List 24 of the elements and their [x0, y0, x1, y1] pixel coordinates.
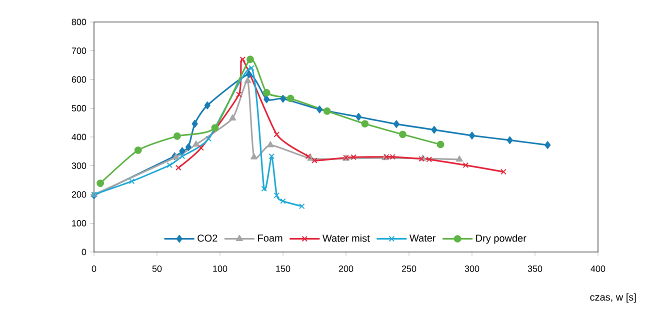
x-tick-label: 150 — [276, 266, 290, 272]
legend-label: Water — [409, 234, 436, 242]
y-tick-label: 800 — [72, 18, 86, 26]
y-tick-label: 100 — [72, 220, 86, 226]
y-tick-label: 600 — [72, 76, 86, 83]
x-tick-label: 200 — [338, 266, 354, 272]
legend-label: CO2 — [198, 234, 218, 242]
y-tick-label: 400 — [72, 134, 86, 140]
y-tick-label: 0 — [82, 248, 86, 256]
x-tick-label: 250 — [402, 266, 416, 272]
y-tick-label: 200 — [72, 191, 86, 198]
y-tick-label: 300 — [72, 162, 86, 169]
x-tick-label: 400 — [590, 266, 606, 272]
x-tick-label: 50 — [152, 266, 162, 272]
x-tick-label: 300 — [464, 266, 480, 272]
x-tick-label: 350 — [528, 266, 542, 272]
y-tick-label: 500 — [72, 105, 86, 112]
x-axis-title: czas, w [s] — [590, 293, 636, 303]
y-tick-label: 700 — [72, 48, 86, 54]
x-tick-label: 0 — [92, 266, 96, 272]
legend-label: Water mist — [322, 234, 370, 242]
x-tick-label: 100 — [213, 266, 228, 272]
legend-label: Foam — [258, 234, 282, 242]
legend-label: Dry powder — [476, 234, 526, 244]
